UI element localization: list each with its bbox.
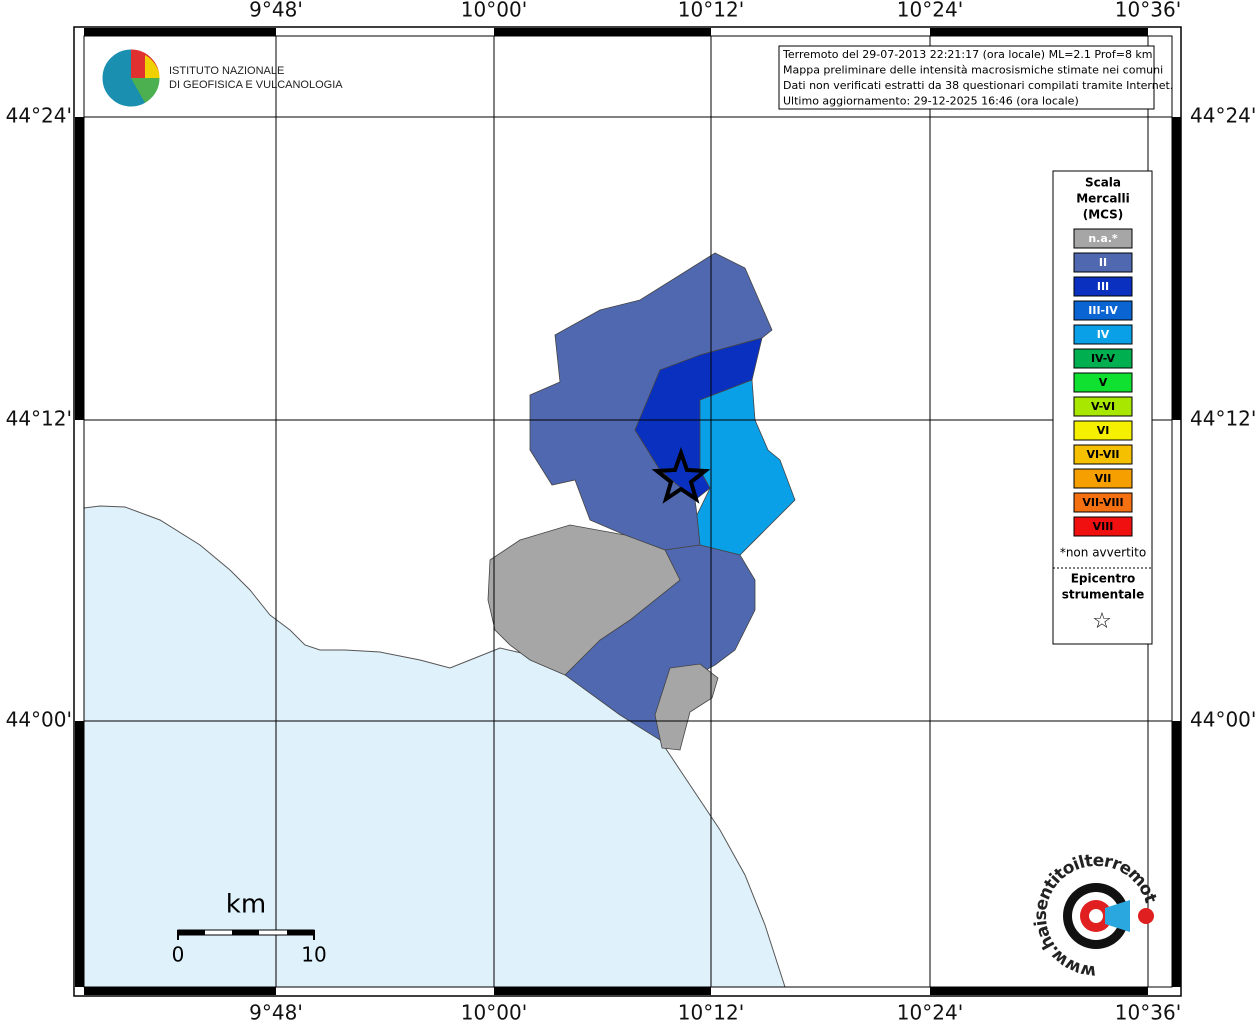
- lat-label-left: 44°12': [6, 407, 72, 431]
- legend-swatch: [1073, 252, 1133, 273]
- epicentre-star: [651, 446, 711, 504]
- legend-swatch: [1073, 396, 1133, 417]
- region-na-small: [654, 663, 719, 751]
- scale-end: 10: [301, 943, 326, 967]
- legend-label: VII: [1095, 472, 1112, 485]
- legend-swatch: [1073, 348, 1133, 369]
- lon-label-top: 10°00': [461, 0, 527, 22]
- legend-swatch: [1073, 300, 1133, 321]
- lat-label-right: 44°12': [1190, 407, 1255, 431]
- legend-label: III: [1097, 280, 1109, 293]
- scale-start: 0: [172, 943, 185, 967]
- graticule: [84, 36, 1172, 987]
- lat-label-left: 44°00': [6, 708, 72, 732]
- frame: [73, 26, 1182, 997]
- ingv-logo: [101, 48, 161, 108]
- info-line: Dati non verificati estratti da 38 quest…: [783, 79, 1173, 92]
- lon-label-top: 10°36': [1115, 0, 1181, 22]
- legend-swatch: [1073, 492, 1133, 513]
- site-logo: [1063, 883, 1154, 949]
- lat-label-right: 44°24': [1190, 104, 1255, 128]
- legend-label: II: [1099, 256, 1107, 269]
- legend-label: VII-VIII: [1082, 496, 1123, 509]
- legend-label: V-VI: [1091, 400, 1115, 413]
- legend-star: ☆: [1092, 609, 1112, 634]
- region-na: [487, 524, 681, 676]
- legend-label: VI: [1097, 424, 1110, 437]
- legend-swatch: [1073, 324, 1133, 345]
- lon-label-bottom: 10°24': [897, 1001, 963, 1024]
- scale-bar: [177, 929, 315, 940]
- lat-label-right: 44°00': [1190, 708, 1255, 732]
- legend-swatch: [1073, 444, 1133, 465]
- info-box: [778, 45, 1155, 110]
- lon-label-bottom: 10°00': [461, 1001, 527, 1024]
- legend-swatch: [1073, 228, 1133, 249]
- legend-epicentre: Epicentro: [1071, 572, 1136, 586]
- lon-label-bottom: 9°48': [249, 1001, 303, 1024]
- institute-name: ISTITUTO NAZIONALE: [169, 65, 284, 77]
- institute-name: DI GEOFISICA E VULCANOLOGIA: [169, 79, 343, 91]
- legend-label: IV-V: [1091, 352, 1116, 365]
- legend-title: (MCS): [1083, 208, 1124, 222]
- legend-epicentre: strumentale: [1062, 588, 1145, 602]
- lon-label-bottom: 10°36': [1115, 1001, 1181, 1024]
- lon-label-top: 10°12': [678, 0, 744, 22]
- legend-label: III-IV: [1088, 304, 1118, 317]
- legend-label: VI-VII: [1086, 448, 1119, 461]
- legend-swatch: [1073, 420, 1133, 441]
- legend-title: Mercalli: [1076, 192, 1130, 206]
- info-line: Ultimo aggiornamento: 29-12-2025 16:46 (…: [783, 95, 1079, 108]
- legend-label: n.a.*: [1088, 232, 1118, 245]
- legend-label: VIII: [1093, 520, 1114, 533]
- frame-checker: [75, 28, 1181, 995]
- lat-label-left: 44°24': [6, 104, 72, 128]
- info-line: Terremoto del 29-07-2013 22:21:17 (ora l…: [782, 48, 1153, 61]
- sea: [83, 505, 786, 988]
- lon-label-top: 9°48': [249, 0, 303, 22]
- legend-label: IV: [1097, 328, 1110, 341]
- info-line: Mappa preliminare delle intensità macros…: [783, 64, 1163, 77]
- legend-swatch: [1073, 516, 1133, 537]
- legend-note: *non avvertito: [1060, 546, 1146, 560]
- legend-swatch: [1073, 276, 1133, 297]
- scale-unit: km: [226, 890, 266, 920]
- lon-label-top: 10°24': [897, 0, 963, 22]
- legend-swatch: [1073, 372, 1133, 393]
- legend-title: Scala: [1085, 176, 1121, 190]
- legend-swatch: [1073, 468, 1133, 489]
- lon-label-bottom: 10°12': [678, 1001, 744, 1024]
- legend-label: V: [1099, 376, 1108, 389]
